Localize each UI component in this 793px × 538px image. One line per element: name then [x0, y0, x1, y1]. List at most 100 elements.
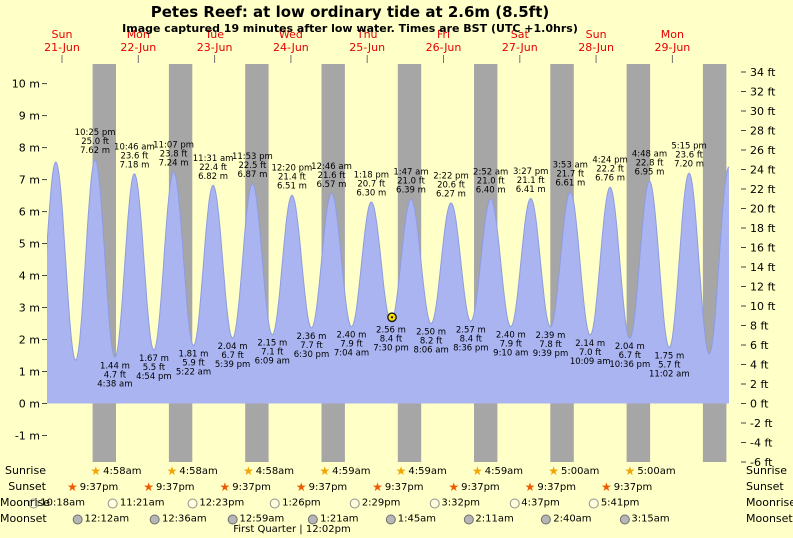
ft-tick-label: 6 ft	[750, 339, 769, 352]
annotation-line: 10:46 am	[114, 142, 155, 152]
moonset-circle-icon	[541, 514, 552, 524]
day-label: Mon 22-Jun	[120, 28, 156, 54]
moonrise-row-label: Moonrise	[0, 496, 50, 509]
date-label: 25-Jun	[349, 41, 386, 54]
annotation-line: 5:39 pm	[215, 360, 250, 370]
annotation-line: 2.40 m	[496, 331, 526, 341]
annotation-line: 2.15 m	[257, 339, 287, 349]
low-tide-annotation: 2.36 m7.7 ft6:30 pm	[294, 332, 329, 360]
sunset-star-icon: ★	[600, 480, 612, 494]
annotation-line: 9:39 pm	[533, 349, 568, 359]
chart-title: Petes Reef: at low ordinary tide at 2.6m…	[150, 3, 550, 21]
annotation-line: 4:38 am	[97, 379, 132, 389]
low-tide-annotation: 2.04 m6.7 ft5:39 pm	[215, 342, 250, 370]
annotation-line: 2:22 pm	[433, 171, 468, 181]
annotation-line: 6.40 m	[476, 185, 506, 195]
sunset-entry: ★ 9:37pm	[67, 481, 118, 493]
ft-tick-label: 8 ft	[750, 320, 769, 333]
annotation-line: 2.57 m	[456, 325, 486, 335]
moonrise-time: 4:37pm	[521, 497, 560, 509]
m-tick-label: 2 m	[19, 334, 40, 347]
low-tide-annotation: 1.81 m5.9 ft5:22 am	[176, 350, 211, 378]
sunrise-time: 4:59am	[484, 465, 524, 477]
ft-tick-label: -6 ft	[750, 456, 773, 469]
marker-dot	[390, 316, 394, 319]
annotation-line: 2.04 m	[218, 342, 248, 352]
sunrise-time: 4:59am	[408, 465, 447, 477]
annotation-line: 10:36 pm	[609, 360, 650, 370]
sunset-time: 9:37pm	[384, 481, 424, 493]
moonrise-time: 12:23pm	[199, 497, 245, 509]
moonset-entry: 1:21am	[308, 514, 358, 525]
moonrise-circle-icon	[107, 498, 118, 508]
moonrise-circle-icon	[28, 498, 39, 508]
ft-tick-label: 4 ft	[750, 359, 769, 372]
annotation-line: 23.6 ft	[675, 151, 703, 161]
annotation-line: 6.7 ft	[221, 351, 244, 361]
weekday-label: Mon	[660, 28, 684, 41]
ft-tick-label: 14 ft	[750, 261, 776, 274]
ft-tick-label: 12 ft	[750, 281, 776, 294]
annotation-line: 6.7 ft	[619, 351, 642, 361]
annotation-line: 3:27 pm	[513, 167, 548, 177]
day-ticks	[61, 55, 673, 63]
sunrise-star-icon: ★	[90, 464, 102, 478]
annotation-line: 2.50 m	[416, 328, 446, 338]
annotation-line: 20.7 ft	[357, 180, 385, 190]
annotation-line: 5.5 ft	[143, 363, 166, 373]
sunrise-star-icon: ★	[242, 464, 254, 478]
moonset-row-label: Moonset	[0, 512, 47, 525]
annotation-line: 21.4 ft	[278, 173, 306, 183]
annotation-line: 8.4 ft	[380, 335, 403, 345]
sunset-time: 9:37pm	[461, 481, 500, 493]
sunrise-entry: ★ 4:58am	[90, 465, 141, 477]
date-label: 22-Jun	[120, 41, 157, 54]
annotation-line: 6.87 m	[237, 170, 267, 180]
annotation-line: 1:18 pm	[354, 171, 389, 181]
moonrise-time: 5:41pm	[600, 497, 640, 509]
moonset-entry: 12:59am	[227, 514, 284, 525]
ft-tick-label: 18 ft	[750, 222, 776, 235]
moonset-entry: 3:15am	[619, 514, 670, 525]
annotation-line: 2.36 m	[297, 332, 327, 342]
annotation-line: 6.82 m	[198, 172, 228, 182]
moonrise-entry: 4:37pm	[509, 498, 560, 509]
annotation-line: 7.7 ft	[300, 341, 323, 351]
moonset-circle-icon	[72, 514, 83, 524]
day-label: Wed 24-Jun	[273, 28, 309, 54]
annotation-line: 9:10 am	[493, 349, 528, 359]
weekday-label: Wed	[278, 28, 303, 41]
annotation-line: 3:53 am	[553, 161, 588, 171]
annotation-line: 25.0 ft	[81, 137, 109, 147]
annotation-line: 7:30 pm	[373, 344, 408, 354]
ft-tick-label: 28 ft	[750, 125, 776, 138]
moonrise-circle-icon	[588, 498, 599, 508]
annotation-line: 1.67 m	[139, 354, 169, 364]
moon-phase-label: First Quarter | 12:02pm	[233, 524, 351, 535]
annotation-line: 12:20 pm	[271, 164, 312, 174]
annotation-line: 1:47 am	[393, 168, 428, 178]
moonset-circle-icon	[463, 514, 474, 524]
annotation-line: 4.7 ft	[104, 370, 127, 380]
moonrise-circle-icon	[509, 498, 520, 508]
m-tick-label: 7 m	[19, 174, 40, 187]
ft-tick-label: 34 ft	[750, 66, 776, 79]
annotation-line: 7.9 ft	[340, 340, 363, 350]
ft-tick-label: 22 ft	[750, 183, 776, 196]
sunset-star-icon: ★	[524, 480, 536, 494]
moonrise-time: 10:18am	[40, 497, 85, 509]
annotation-line: 2.14 m	[575, 339, 605, 349]
annotation-line: 6.51 m	[277, 182, 307, 192]
weekday-label: Sun	[51, 28, 73, 41]
annotation-line: 8:36 pm	[453, 343, 488, 353]
low-tide-annotation: 2.57 m8.4 ft8:36 pm	[453, 325, 488, 353]
annotation-line: 2.39 m	[536, 331, 566, 341]
ft-tick-label: 30 ft	[750, 105, 776, 118]
